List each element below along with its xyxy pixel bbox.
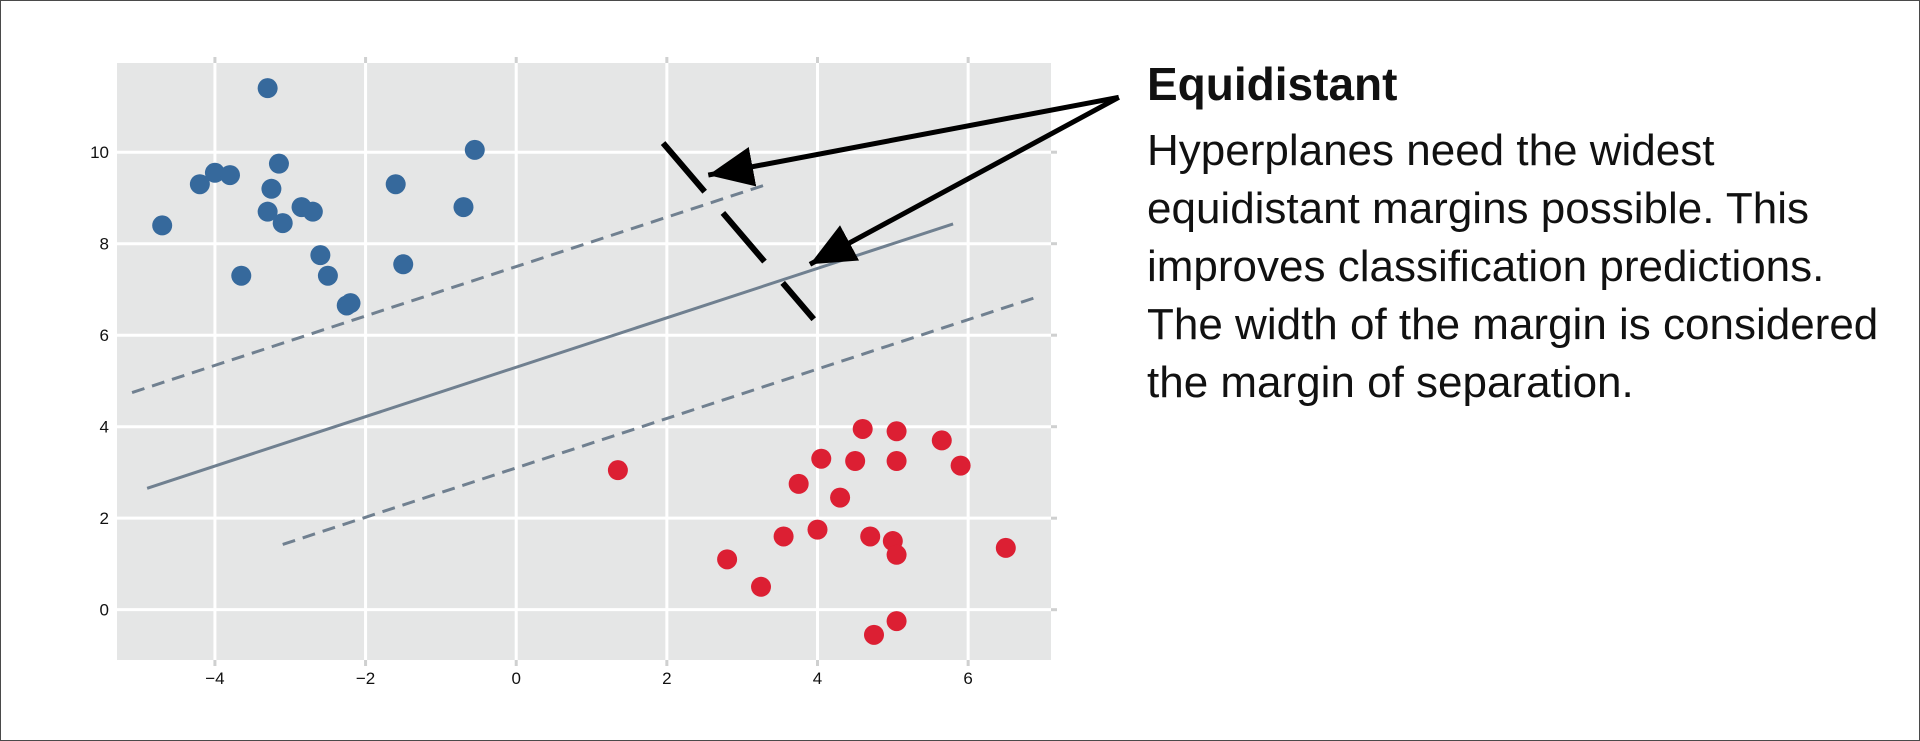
y-tick-label: 8 [100, 235, 109, 254]
x-tick-label: 0 [511, 669, 520, 688]
y-tick-label: 2 [100, 509, 109, 528]
y-tick-label: 0 [100, 601, 109, 620]
red-class-point [863, 624, 884, 645]
blue-class-point [317, 265, 338, 286]
red-class-point [886, 421, 907, 442]
blue-class-point [453, 197, 474, 218]
red-class-point [717, 549, 738, 570]
blue-class-point [302, 201, 323, 222]
red-class-point [807, 519, 828, 540]
blue-class-point [464, 139, 485, 160]
blue-class-point [385, 174, 406, 195]
blue-class-point [393, 254, 414, 275]
blue-class-point [257, 78, 278, 99]
blue-class-point [231, 265, 252, 286]
red-class-point [830, 487, 851, 508]
red-class-point [995, 537, 1016, 558]
annotation-arrow [808, 95, 1120, 267]
red-class-point [845, 451, 866, 471]
lower-margin-line [282, 295, 1037, 546]
blue-class-point [340, 293, 361, 314]
red-class-point [751, 576, 772, 597]
x-tick-label: −2 [356, 669, 375, 688]
blue-class-point [219, 165, 240, 186]
red-class-point [950, 455, 971, 476]
red-class-point [886, 611, 907, 632]
y-tick-label: 10 [90, 143, 109, 162]
blue-class-point [189, 174, 210, 195]
x-tick-label: 6 [963, 669, 972, 688]
blue-class-point [152, 215, 173, 236]
red-class-point [886, 544, 907, 565]
red-class-point [811, 448, 832, 469]
blue-class-point [257, 201, 278, 222]
y-tick-label: 4 [100, 418, 109, 437]
blue-class-point [310, 245, 331, 266]
margin-width-line [660, 141, 817, 322]
red-class-point [860, 526, 881, 547]
upper-margin-line [131, 183, 766, 394]
y-tick-label: 6 [100, 326, 109, 345]
hyperplane-lines [131, 183, 1037, 546]
red-class-point [931, 430, 952, 451]
red-class-point [886, 451, 907, 471]
x-tick-label: 4 [813, 669, 822, 688]
red-class-point [788, 473, 809, 494]
axis-ticks: −4 −2 0 2 4 6 0 2 4 6 8 10 [90, 143, 973, 688]
blue-class-point [204, 162, 225, 183]
panel-body: Hyperplanes need the widest equidistant … [1147, 126, 1879, 407]
blue-class-point [272, 213, 293, 234]
data-points [152, 78, 1016, 645]
red-class-point [607, 460, 628, 481]
blue-class-point [261, 178, 282, 199]
annotation-arrow [707, 94, 1120, 187]
red-class-point [852, 418, 873, 439]
blue-class-point [268, 153, 289, 174]
x-tick-label: 2 [662, 669, 671, 688]
margin-annotation [660, 94, 1120, 322]
explanation-panel: Equidistant Hyperplanes need the widest … [1147, 52, 1907, 412]
red-class-point [773, 526, 794, 547]
panel-title: Equidistant [1147, 58, 1398, 110]
decision-boundary-line [146, 222, 954, 490]
x-tick-label: −4 [205, 669, 224, 688]
